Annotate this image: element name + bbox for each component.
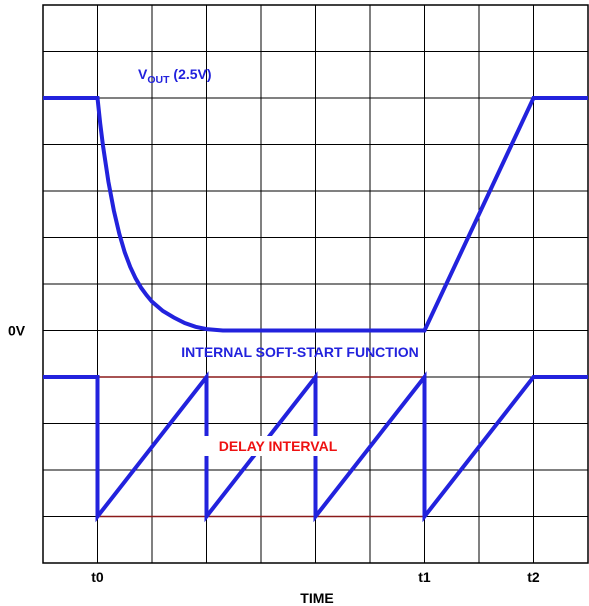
x-tick-label: t1 [418,569,431,585]
vout-trace [43,96,588,333]
x-axis-label: TIME [300,590,333,606]
vout-label-sub: OUT [147,74,170,86]
soft-start-trace [43,371,588,523]
y-tick-labels: 0V [8,323,26,339]
y-tick-label: 0V [8,323,26,339]
delay-label-backdrop [197,436,357,456]
soft-start-label: INTERNAL SOFT-START FUNCTION [181,344,418,360]
delay-interval-lines [97,376,425,518]
vout-label: VOUT (2.5V) [138,66,212,86]
delay-interval-label: DELAY INTERVAL [219,438,338,454]
x-tick-label: t2 [527,569,540,585]
vout-label-rest: (2.5V) [170,66,212,82]
x-tick-labels: t0 t1 t2 [91,569,540,585]
vout-label-main: V [138,66,148,82]
x-tick-label: t0 [91,569,104,585]
series-layer [43,96,588,523]
